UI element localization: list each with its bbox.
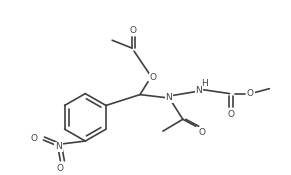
Text: O: O [129, 26, 136, 35]
Text: O: O [247, 89, 254, 98]
Text: O: O [57, 164, 64, 173]
Text: N: N [55, 142, 62, 152]
Text: H: H [201, 79, 208, 88]
Text: N: N [195, 86, 202, 95]
Text: O: O [30, 134, 37, 143]
Text: N: N [166, 93, 172, 102]
Text: O: O [198, 128, 205, 137]
Text: O: O [227, 110, 234, 119]
Text: O: O [150, 73, 157, 82]
